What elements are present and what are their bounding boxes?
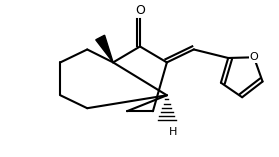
Polygon shape — [96, 35, 113, 62]
Text: H: H — [169, 127, 177, 137]
Text: O: O — [250, 52, 258, 62]
Text: O: O — [135, 4, 145, 17]
